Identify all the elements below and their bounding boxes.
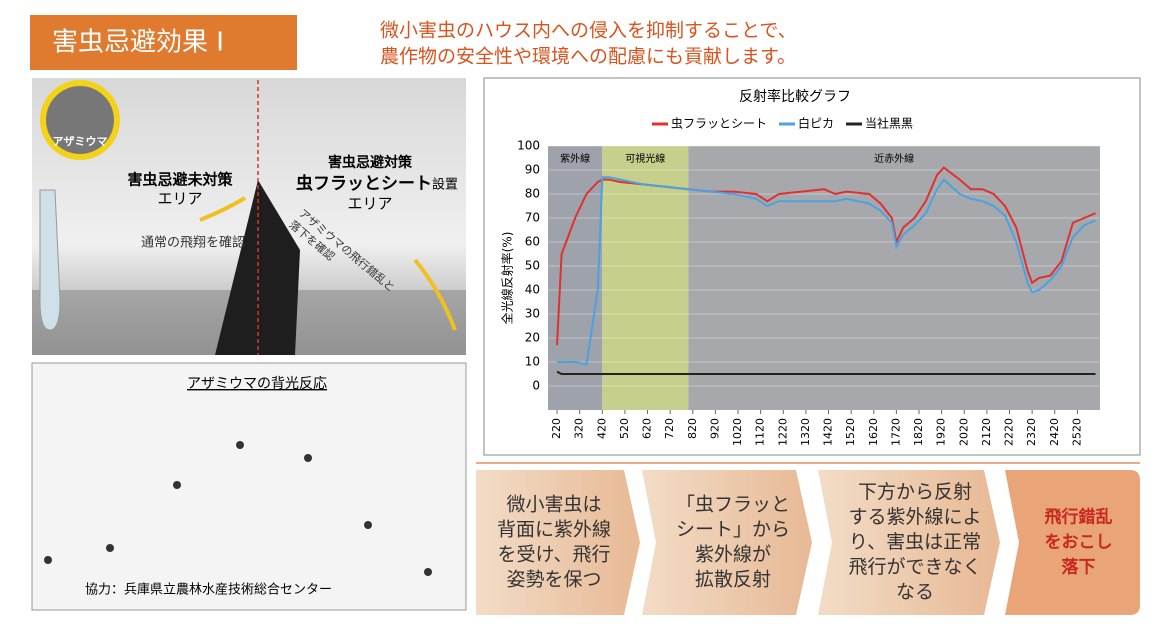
legend-label: 虫フラッとシート (671, 117, 767, 131)
lead: 微小害虫のハウス内への侵入を抑制することで、 (380, 20, 797, 42)
x-tick-label: 2320 (1025, 418, 1038, 446)
flow-box (642, 470, 812, 615)
x-tick-label: 520 (618, 418, 631, 439)
flow-text: シート」から (676, 519, 790, 541)
photo-title: アザミウマの背光反応 (187, 376, 327, 392)
x-tick-label: 1420 (822, 418, 835, 446)
region-label: 紫外線 (560, 152, 590, 165)
lead: 農作物の安全性や環境への配慮にも貢献します。 (380, 46, 796, 68)
legend-label: 当社黒黒 (865, 116, 913, 131)
flow-text: 飛行錯乱 (1044, 507, 1113, 528)
photo-note: 通常の飛翔を確認 (141, 235, 245, 251)
flow-text: 下方から反射 (858, 481, 972, 503)
y-tick-label: 90 (525, 163, 540, 177)
flow-box (1005, 470, 1140, 615)
y-tick-label: 40 (525, 283, 540, 297)
photo-label: エリア (347, 195, 392, 213)
region-label: 近赤外線 (874, 152, 914, 165)
photo-label: 設置 (432, 177, 458, 193)
chart-title: 反射率比較グラフ (739, 88, 851, 105)
x-tick-label: 1720 (889, 418, 902, 446)
flow-text: 姿勢を保つ (506, 569, 601, 591)
region (548, 146, 603, 410)
photo (31, 362, 467, 611)
flow-text: を受け、飛行 (497, 544, 610, 566)
x-tick-label: 2120 (980, 418, 993, 446)
x-tick-label: 2520 (1070, 418, 1083, 446)
flow-text: する紫外線によ (848, 506, 981, 528)
y-tick-label: 20 (525, 331, 540, 345)
photo-label: 害虫忌避対策 (328, 154, 413, 171)
photo-label: 虫フラッとシート (296, 173, 432, 194)
x-tick-label: 2420 (1048, 418, 1061, 446)
y-tick-label: 70 (525, 211, 540, 225)
x-tick-label: 1920 (935, 418, 948, 446)
flow-box (476, 470, 640, 615)
callout-label: アザミウマ (53, 135, 108, 148)
x-tick-label: 2020 (957, 418, 970, 446)
flow-text: なる (896, 581, 934, 603)
flow-text: り、害虫は正常 (849, 531, 981, 553)
flow-text: 「虫フラッと (676, 494, 790, 516)
region (602, 146, 689, 410)
y-tick-label: 60 (525, 235, 540, 249)
page-title: 害虫忌避効果 I (52, 28, 224, 58)
x-tick-label: 320 (573, 418, 586, 439)
x-tick-label: 820 (686, 418, 699, 439)
series-line (557, 176, 1096, 366)
x-tick-label: 1520 (844, 418, 857, 446)
y-tick-label: 100 (517, 139, 540, 153)
legend-label: 白ピカ (798, 116, 834, 131)
photo-label: 害虫忌避未対策 (127, 171, 233, 189)
series-line (556, 370, 1096, 375)
y-tick-label: 10 (525, 355, 540, 369)
flow-text: 飛行ができなく (848, 556, 981, 578)
photo-label: エリア (157, 190, 202, 208)
bottle (39, 189, 61, 331)
x-tick-label: 920 (708, 418, 721, 439)
arrow (413, 258, 457, 331)
x-tick-label: 720 (663, 418, 676, 439)
x-tick-label: 1320 (799, 418, 812, 446)
region (688, 146, 1100, 410)
insects (44, 441, 432, 576)
callout-inner (46, 86, 114, 154)
y-tick-label: 30 (525, 307, 540, 321)
x-tick-label: 420 (595, 418, 608, 439)
credit: 協力：兵庫県立農林水産技術総合センター (85, 582, 332, 598)
flow-text: 拡散反射 (695, 569, 771, 591)
flow-text: 落下 (1062, 558, 1096, 578)
flow-text: をおこし (1045, 533, 1113, 553)
arrow (199, 196, 247, 222)
x-tick-label: 1120 (754, 418, 767, 446)
sheet-shape (215, 180, 300, 355)
y-axis-label: 全光線反射率(%) (500, 232, 515, 325)
region-label: 可視光線 (625, 152, 665, 165)
x-tick-label: 1020 (731, 418, 744, 446)
flow-text: 背面に紫外線 (497, 519, 611, 541)
series-line (556, 166, 1096, 346)
x-tick-label: 1820 (912, 418, 925, 446)
title-box (30, 15, 297, 70)
x-tick-label: 620 (641, 418, 654, 439)
x-tick-label: 2220 (1003, 418, 1016, 446)
flow-text: 微小害虫は (506, 494, 601, 516)
y-tick-label: 50 (525, 259, 540, 273)
x-tick-label: 220 (550, 418, 563, 439)
y-tick-label: 80 (525, 187, 540, 201)
flow-box (818, 470, 1000, 615)
y-tick-label: 0 (532, 379, 540, 393)
x-tick-label: 1620 (867, 418, 880, 446)
flow-text: 紫外線が (695, 544, 771, 566)
x-tick-label: 1220 (776, 418, 789, 446)
